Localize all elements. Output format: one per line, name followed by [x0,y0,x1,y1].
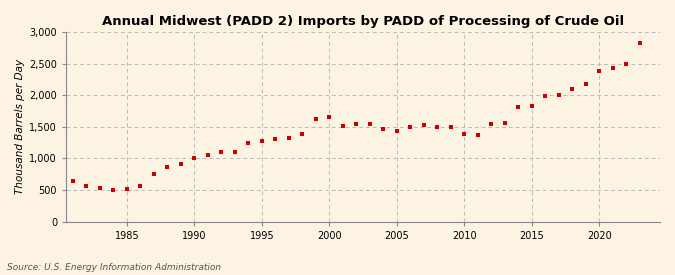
Point [256,139,267,144]
Point [324,115,335,120]
Point [526,104,537,108]
Point [513,104,524,109]
Point [216,149,227,154]
Point [297,132,308,136]
Point [122,187,132,192]
Point [351,122,362,127]
Point [108,188,119,192]
Point [567,87,578,91]
Point [81,184,92,188]
Point [446,125,456,129]
Point [338,124,348,128]
Y-axis label: Thousand Barrels per Day: Thousand Barrels per Day [15,59,25,194]
Point [95,186,105,190]
Point [500,121,510,125]
Point [364,122,375,126]
Point [418,123,429,127]
Point [634,41,645,46]
Point [68,178,78,183]
Point [580,82,591,86]
Point [594,68,605,73]
Point [540,94,551,98]
Text: Source: U.S. Energy Information Administration: Source: U.S. Energy Information Administ… [7,263,221,272]
Title: Annual Midwest (PADD 2) Imports by PADD of Processing of Crude Oil: Annual Midwest (PADD 2) Imports by PADD … [102,15,624,28]
Point [202,152,213,157]
Point [243,141,254,145]
Point [176,161,186,166]
Point [554,93,564,97]
Point [135,184,146,188]
Point [148,171,159,176]
Point [378,126,389,131]
Point [405,125,416,129]
Point [486,122,497,127]
Point [230,149,240,154]
Point [608,66,618,70]
Point [189,156,200,161]
Point [621,61,632,66]
Point [162,165,173,169]
Point [270,137,281,142]
Point [459,132,470,136]
Point [432,125,443,129]
Point [310,117,321,122]
Point [472,133,483,137]
Point [284,135,294,140]
Point [392,128,402,133]
